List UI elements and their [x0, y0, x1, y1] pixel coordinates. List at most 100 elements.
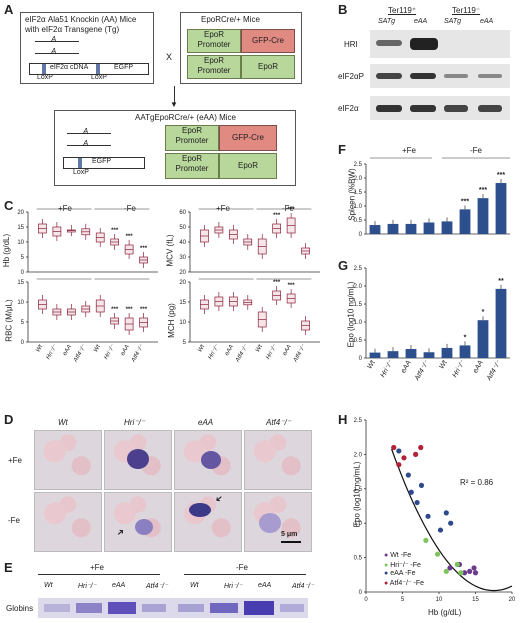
y-tick-label: 2.0 — [354, 452, 363, 458]
scale-bar — [281, 541, 301, 543]
x-tick-label: eAA — [400, 359, 413, 374]
abnormal-cell — [259, 513, 281, 533]
y-tick-label: 2.5 — [354, 162, 363, 168]
lane-label: SATg — [378, 18, 395, 25]
lane-label: eAA — [414, 18, 428, 25]
significance-stars: *** — [111, 228, 119, 234]
fe-minus-label: -Fe — [124, 204, 136, 213]
blot-band — [410, 73, 436, 79]
blot-band — [444, 74, 468, 78]
knockin-box: eIF2α Ala51 Knockin (AA) Mice with eIF2α… — [20, 12, 154, 84]
row-label: -Fe — [8, 516, 20, 525]
lane-label: Wt — [190, 582, 199, 589]
x-axis-label: Hb (g/dL) — [428, 608, 462, 617]
egfp-label: EGFP — [114, 64, 134, 71]
panel-label-a: A — [4, 2, 14, 17]
x-tick-label: 5 — [401, 597, 405, 603]
bar — [441, 221, 453, 234]
epor-label: EpoR — [237, 161, 258, 170]
y-tick-label: 1.5 — [354, 190, 363, 196]
bar — [477, 320, 489, 358]
scatter-point — [472, 570, 479, 576]
micrograph — [34, 492, 102, 552]
scatter-point — [447, 565, 453, 571]
x-tick-label: Hri⁻/⁻ — [380, 358, 396, 378]
scatter-point — [443, 510, 449, 516]
gfp-cre-label: GFP-Cre — [232, 133, 264, 142]
allele-line — [67, 145, 111, 146]
x-tick-label: 10 — [436, 597, 443, 603]
loxp-label: LoxP — [73, 169, 89, 176]
y-tick-label: 0 — [21, 270, 25, 276]
abnormal-cell — [135, 519, 153, 535]
x-tick-label: Hri⁻/⁻ — [452, 358, 468, 378]
blot-strip-hri — [370, 30, 510, 58]
x-tick-label: eAA — [282, 344, 293, 357]
y-tick-label: 0 — [359, 232, 363, 238]
panel-label-d: D — [4, 412, 14, 427]
scatter-point — [405, 472, 411, 478]
lane-label: Hri⁻/⁻ — [224, 583, 243, 590]
bar — [387, 223, 399, 234]
abnormal-cell — [189, 503, 211, 517]
y-tick-label: 2.0 — [354, 176, 363, 182]
gel-band — [44, 604, 70, 612]
blot-row-label: eIF2αP — [338, 72, 364, 81]
y-tick-label: 1.5 — [354, 302, 363, 308]
scatter-point — [396, 462, 402, 468]
gel-band — [76, 603, 102, 613]
x-tick-label: eAA — [472, 359, 485, 374]
scatter-point — [425, 513, 431, 519]
y-tick-label: 0 — [359, 590, 363, 596]
transgene-construct: eIF2α cDNA EGFP — [29, 63, 149, 75]
y-tick-label: 5 — [21, 320, 25, 326]
x-tick-label: Atf4⁻/⁻ — [485, 358, 503, 382]
y-tick-label: 5 — [183, 340, 187, 346]
scatter-point — [418, 444, 424, 451]
y-tick-label: 2.5 — [354, 266, 363, 272]
col-label: Atf4⁻/⁻ — [266, 418, 291, 427]
recombined-construct: EGFP — [63, 157, 145, 169]
allele-label: A — [51, 35, 57, 44]
micrograph: ➜ — [174, 492, 242, 552]
significance-stars: *** — [273, 280, 281, 286]
y-tick-label: 2.0 — [354, 284, 363, 290]
egfp-label: EGFP — [92, 158, 112, 165]
significance-stars: ** — [498, 278, 504, 285]
y-tick-label: 20 — [17, 210, 24, 216]
y-tick-label: 20 — [179, 280, 186, 286]
x-tick-label: eAA — [62, 344, 73, 357]
significance-stars: *** — [497, 172, 505, 179]
loxp-site — [78, 158, 82, 168]
blot-row-label: HRI — [344, 40, 358, 49]
y-tick-label: 1.5 — [354, 487, 363, 493]
panel-label-e: E — [4, 560, 13, 575]
y-tick-label: 2.5 — [354, 418, 363, 424]
loxp-site — [96, 64, 100, 74]
globins-label: Globins — [6, 604, 34, 613]
col-label: Hri⁻/⁻ — [124, 418, 145, 427]
fe-plus-label: +Fe — [216, 204, 231, 213]
bar — [423, 222, 435, 234]
allele-label: A — [83, 139, 89, 148]
bar — [369, 225, 381, 234]
scatter-point — [454, 561, 460, 568]
x-tick-label: Wt — [255, 344, 264, 354]
loxp-label: LoxP — [37, 74, 53, 81]
epor-mice-box: EpoRCre/+ Mice EpoR Promoter GFP-Cre Epo… — [180, 12, 302, 84]
fe-minus-label: -Fe — [282, 204, 294, 213]
epor-promoter-label: EpoR Promoter — [197, 56, 231, 75]
allele-label: A — [83, 127, 89, 136]
epor-promoter-block: EpoR Promoter — [187, 29, 241, 53]
y-tick-label: 15 — [17, 225, 24, 231]
significance-stars: *** — [126, 307, 134, 313]
micrograph — [34, 430, 102, 490]
x-tick-label: Wt — [93, 344, 102, 354]
scatter-point — [423, 537, 429, 544]
x-tick-label: Wt — [35, 344, 44, 354]
epor-promoter-block: EpoR Promoter — [187, 55, 241, 79]
epor-promoter-label: EpoR Promoter — [175, 126, 209, 145]
fe-plus-label: +Fe — [90, 563, 105, 572]
reticulocyte-cell — [127, 449, 149, 469]
